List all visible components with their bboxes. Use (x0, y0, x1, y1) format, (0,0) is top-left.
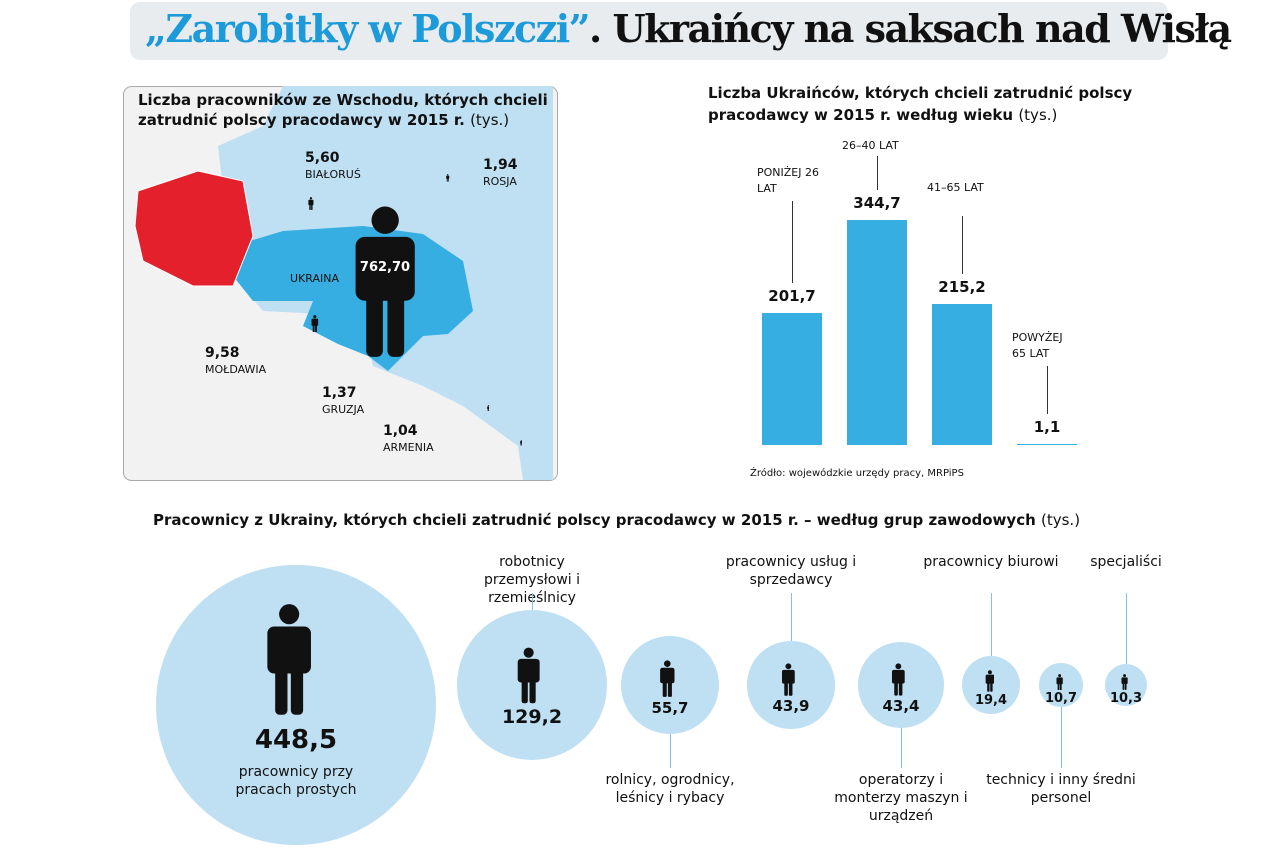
person-icon (446, 174, 450, 182)
bar-category-label: 26–40 LAT (842, 139, 899, 152)
leader-line (532, 593, 533, 610)
bar-category-label: 41–65 LAT (927, 181, 984, 194)
map-value-label: 1,37 (322, 385, 357, 401)
map-country-label: GRUZJA (322, 403, 365, 416)
title-box (130, 2, 1168, 60)
worker-icon (267, 604, 311, 715)
leader-line (901, 728, 902, 768)
map-title: Liczba pracowników ze Wschodu, których c… (138, 90, 558, 130)
bar-category-label: POWYŻEJ 65 LAT (1012, 331, 1063, 360)
map-unit: (tys.) (470, 111, 510, 129)
bar-value-label: 201,7 (768, 287, 816, 306)
worker-icon (660, 660, 675, 698)
map-poland (134, 170, 254, 287)
worker-icon (985, 670, 994, 693)
leader-line (792, 201, 793, 284)
map-country-label: ROSJA (483, 175, 517, 188)
map-value-label: 1,04 (383, 423, 418, 439)
worker-icon (1121, 674, 1129, 691)
leader-line (962, 216, 963, 275)
person-icon (486, 404, 490, 411)
bar-title-text: Liczba Ukraińców, których chcieli zatrud… (708, 84, 1133, 124)
bubble-title-text: Pracownicy z Ukrainy, których chcieli za… (153, 511, 1036, 529)
bubble-category-label: rolnicy, ogrodnicy, leśnicy i rybacy (605, 772, 735, 806)
bar (762, 313, 822, 445)
map-value-label: 1,94 (483, 157, 518, 173)
worker-icon (782, 663, 796, 696)
bubble-category-label: operatorzy i monterzy maszyn i urządzeń (834, 772, 968, 824)
person-icon (311, 315, 319, 332)
title: „Zarobitky w Polszczi”. Ukraińcy na saks… (145, 6, 1232, 51)
bubble-value-label: 10,3 (1109, 690, 1143, 706)
leader-line (1126, 593, 1127, 664)
bubble-value-label: 10,7 (1044, 691, 1078, 707)
bubble-value-label: 43,4 (882, 697, 920, 716)
leader-line (877, 156, 878, 190)
bar-unit: (tys.) (1018, 106, 1058, 124)
bar-value-label: 344,7 (853, 193, 901, 212)
map-country-label: ARMENIA (383, 441, 434, 454)
bubble-title: Pracownicy z Ukrainy, których chcieli za… (153, 511, 1080, 529)
bubble-value-label: 448,5 (254, 725, 338, 755)
bar (847, 219, 907, 445)
map-country-label: BIAŁORUŚ (305, 168, 361, 181)
bubble-category-label: specjaliści (1090, 554, 1162, 570)
leader-line (991, 593, 992, 656)
leader-line (1061, 706, 1062, 768)
worker-icon (517, 648, 540, 704)
source: Źródło: wojewódzkie urzędy pracy, MRPiPS (750, 468, 964, 479)
title-highlight: „Zarobitky w Polszczi” (145, 6, 591, 51)
map-value-label: 762,70 (359, 260, 411, 275)
map-value-label: 9,58 (205, 345, 240, 361)
bar (1017, 444, 1077, 445)
bubble-category-label: technicy i inny średni personel (986, 772, 1136, 806)
bubble-category-label: robotnicy przemysłowi i rzemieślnicy (483, 554, 581, 606)
leader-line (791, 593, 792, 642)
leader-line (670, 734, 671, 768)
bar-title: Liczba Ukraińców, których chcieli zatrud… (708, 82, 1148, 126)
map (123, 86, 558, 481)
bubble-unit: (tys.) (1041, 511, 1081, 529)
map-value-label: 5,60 (305, 150, 340, 166)
map-country-label: UKRAINA (290, 272, 339, 285)
bubble-value-label: 19,4 (974, 693, 1008, 709)
person-icon (308, 197, 314, 210)
bar-category-label: PONIŻEJ 26 LAT (757, 166, 819, 195)
bubble-value-label: 55,7 (651, 698, 689, 717)
worker-icon (892, 663, 906, 696)
bubble-value-label: 43,9 (772, 697, 810, 716)
worker-icon (1056, 674, 1064, 691)
bubble-category-label: pracownicy przy pracach prostych (235, 764, 357, 798)
person-icon (355, 206, 415, 357)
bubble-value-label: 129,2 (501, 706, 563, 728)
person-icon (519, 440, 523, 446)
leader-line (1047, 366, 1048, 415)
map-country-label: MOŁDAWIA (205, 363, 267, 376)
bar-value-label: 215,2 (938, 278, 986, 297)
bubble-category-label: pracownicy usług i sprzedawcy (725, 554, 857, 588)
bar (932, 304, 992, 445)
map-title-text: Liczba pracowników ze Wschodu, których c… (138, 91, 548, 129)
title-rest: . Ukraińcy na saksach nad Wisłą (589, 6, 1232, 51)
bar-value-label: 1,1 (1033, 418, 1061, 437)
bubble-category-label: pracownicy biurowi (923, 554, 1059, 570)
